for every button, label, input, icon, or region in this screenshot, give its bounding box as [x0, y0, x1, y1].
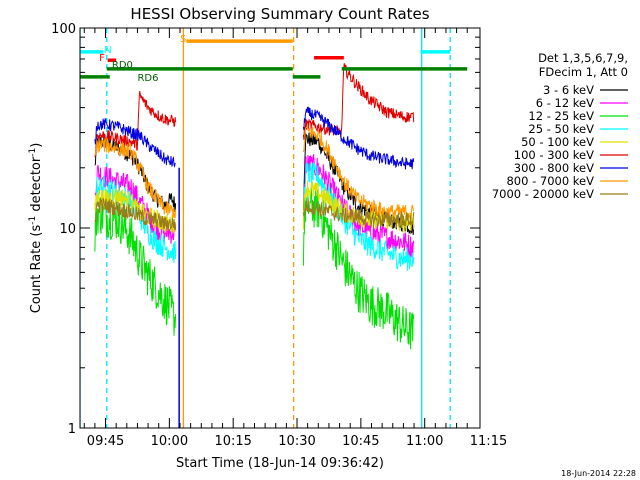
x-tick-label: 10:15 [214, 434, 251, 449]
legend-entry-label: 12 - 25 keV [528, 109, 594, 123]
legend-entry-label: 50 - 100 keV [521, 135, 594, 149]
axes: 1 10 100 09:45 10:00 10:15 10:30 10:45 11:00 11:1… [51, 22, 507, 449]
series-9-segment-2 [302, 198, 415, 228]
legend-entry-label: 7000 - 20000 keV [492, 187, 594, 201]
flag-s: S [180, 34, 293, 45]
y-axis-label-sup: -1 [28, 216, 38, 225]
series-6 [94, 63, 415, 158]
legend-entry-9: 7000 - 20000 keV [492, 187, 628, 201]
legend-entry-4: 25 - 50 keV [528, 122, 628, 136]
timestamp: 18-Jun-2014 22:28 [561, 469, 636, 478]
y-tick-label: 100 [51, 22, 76, 37]
series-3 [94, 185, 415, 350]
series-7-segment-2 [302, 106, 415, 170]
series-8-segment-2 [302, 123, 415, 221]
flag-rd0: RD0 [112, 55, 344, 71]
series-6-segment-2 [302, 63, 415, 140]
y-axis-label-mid: detector [29, 156, 44, 216]
legend-entry-label: 300 - 800 keV [514, 161, 594, 175]
legend-entry-label: 25 - 50 keV [528, 122, 594, 136]
flag-rd6-label: RD6 [137, 73, 158, 84]
flag-s-label: S [180, 34, 186, 45]
legend-header-2: FDecim 1, Att 0 [539, 65, 628, 79]
flag-n: N [80, 45, 451, 56]
x-tick-label: 11:00 [406, 434, 443, 449]
legend-entry-label: 3 - 6 keV [543, 83, 594, 97]
series-6-segment-1 [94, 91, 177, 158]
flag-f: F [99, 53, 117, 64]
legend-entry-2: 6 - 12 keV [536, 96, 628, 110]
legend: Det 1,3,5,6,7,9, FDecim 1, Att 0 3 - 6 k… [492, 51, 628, 201]
legend-header-1: Det 1,3,5,6,7,9, [538, 51, 628, 65]
x-axis-label: Start Time (18-Jun-14 09:36:42) [176, 456, 384, 471]
x-tick-label: 10:30 [278, 434, 315, 449]
flag-n-label: N [104, 45, 111, 56]
legend-entry-6: 100 - 300 keV [514, 148, 628, 162]
x-tick-label: 10:45 [342, 434, 379, 449]
legend-entry-label: 100 - 300 keV [514, 148, 594, 162]
series-8 [94, 123, 415, 221]
y-axis-label-main: Count Rate (s [29, 225, 44, 314]
y-axis-label-sup2: -1 [28, 148, 38, 157]
x-tick-label: 10:00 [151, 434, 188, 449]
legend-entry-7: 300 - 800 keV [514, 161, 628, 175]
series-1-segment-2 [302, 132, 415, 235]
flag-rd0-label: RD0 [112, 60, 133, 71]
y-axis-label-end: ) [29, 143, 44, 148]
series-3-segment-2 [302, 185, 415, 350]
legend-entry-label: 800 - 7000 keV [506, 174, 594, 188]
series-7-segment-1 [94, 118, 176, 168]
series-7 [94, 106, 415, 170]
legend-entry-label: 6 - 12 keV [536, 96, 594, 110]
y-tick-label: 1 [68, 422, 76, 437]
legend-entry-5: 50 - 100 keV [521, 135, 628, 149]
series-8-segment-1 [94, 137, 177, 219]
legend-entry-1: 3 - 6 keV [543, 83, 628, 97]
legend-entry-3: 12 - 25 keV [528, 109, 628, 123]
series-9 [94, 196, 415, 231]
y-axis-label: Count Rate (s-1 detector-1) [28, 143, 44, 314]
series-2-segment-2 [302, 154, 415, 258]
x-tick-label: 09:45 [87, 434, 124, 449]
legend-entry-8: 800 - 7000 keV [506, 174, 628, 188]
flag-f-label: F [99, 53, 105, 64]
series-3-segment-1 [94, 198, 177, 336]
chart-title: HESSI Observing Summary Count Rates [130, 5, 429, 23]
series-9-segment-1 [94, 196, 177, 231]
series-4-segment-1 [94, 175, 177, 263]
plot-area: NF RD0 S RD6 [80, 28, 468, 428]
y-tick-label: 10 [59, 222, 76, 237]
flag-rd6: RD6 [137, 73, 158, 84]
x-tick-label: 11:15 [470, 434, 507, 449]
